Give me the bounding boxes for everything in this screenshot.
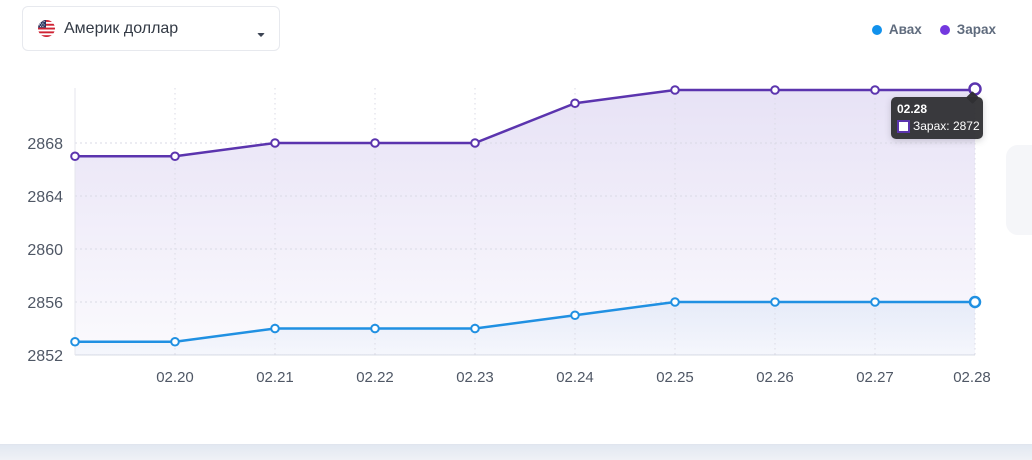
- svg-text:2868: 2868: [27, 136, 63, 153]
- svg-text:02.23: 02.23: [456, 369, 494, 386]
- svg-text:2864: 2864: [27, 189, 63, 206]
- svg-text:2856: 2856: [27, 295, 63, 312]
- svg-text:02.27: 02.27: [856, 369, 894, 386]
- svg-text:2852: 2852: [27, 348, 63, 365]
- svg-text:02.28: 02.28: [953, 369, 991, 386]
- svg-text:2860: 2860: [27, 242, 63, 259]
- svg-text:02.26: 02.26: [756, 369, 794, 386]
- svg-text:02.22: 02.22: [356, 369, 394, 386]
- svg-text:02.20: 02.20: [156, 369, 194, 386]
- svg-text:02.24: 02.24: [556, 369, 594, 386]
- svg-text:02.25: 02.25: [656, 369, 694, 386]
- svg-text:02.21: 02.21: [256, 369, 294, 386]
